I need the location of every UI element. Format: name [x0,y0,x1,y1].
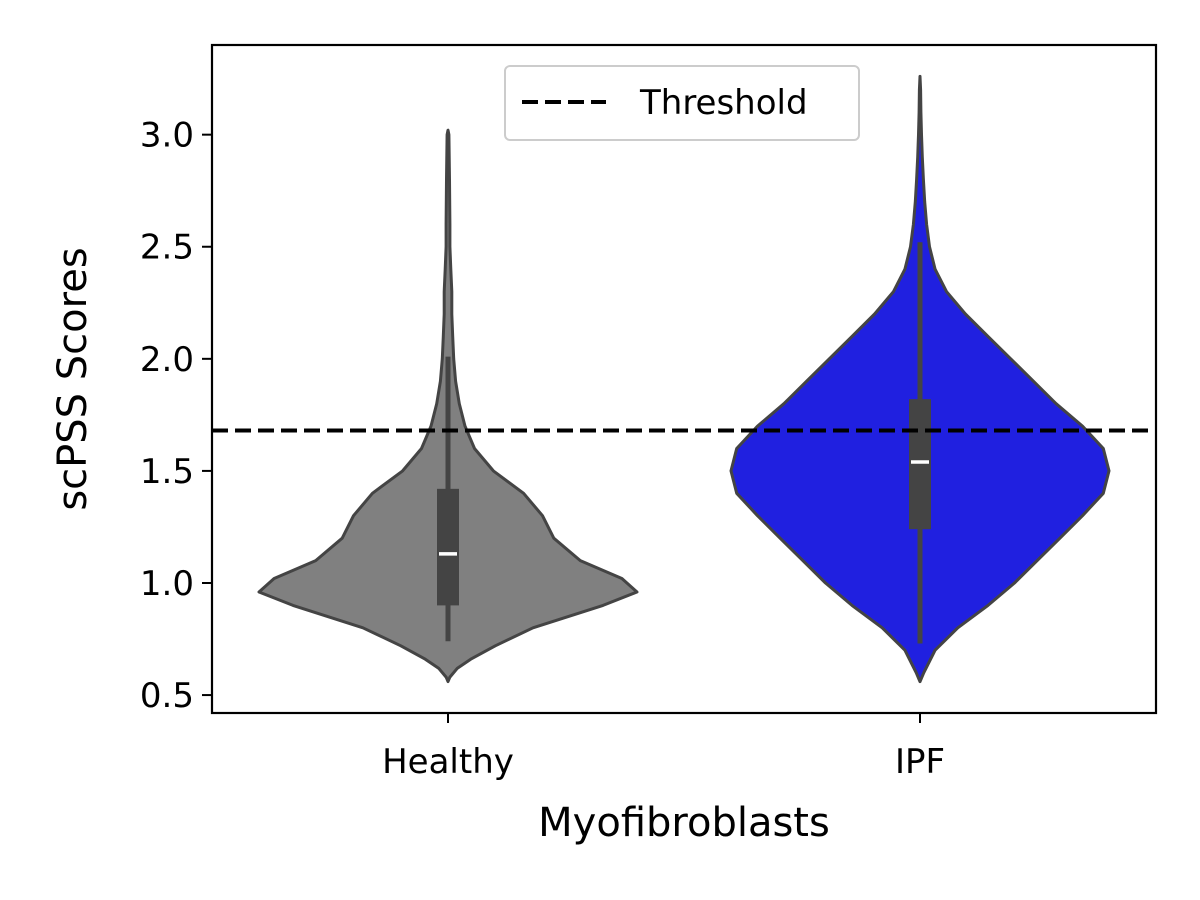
y-tick-label: 3.0 [140,116,194,156]
x-tick-label: IPF [895,742,945,782]
x-tick-label: Healthy [382,742,514,782]
plot-frame [210,43,1158,715]
iqr-box-healthy [437,488,459,606]
x-axis: Healthy IPF [382,713,945,782]
legend-box [504,65,860,141]
legend: Threshold [504,65,860,141]
x-axis-label: Myofibroblasts [538,800,830,846]
violins-layer [257,74,1111,684]
y-tick-label: 2.0 [140,340,194,380]
y-tick-label: 0.5 [140,676,194,716]
y-axis-label: scPSS Scores [50,247,96,510]
y-tick-label: 2.5 [140,228,194,268]
y-axis: 0.5 1.0 1.5 2.0 2.5 3.0 [140,116,212,716]
y-tick-label: 1.5 [140,452,194,492]
iqr-box-ipf [909,399,931,530]
legend-threshold-label: Threshold [639,83,808,123]
y-tick-label: 1.0 [140,564,194,604]
